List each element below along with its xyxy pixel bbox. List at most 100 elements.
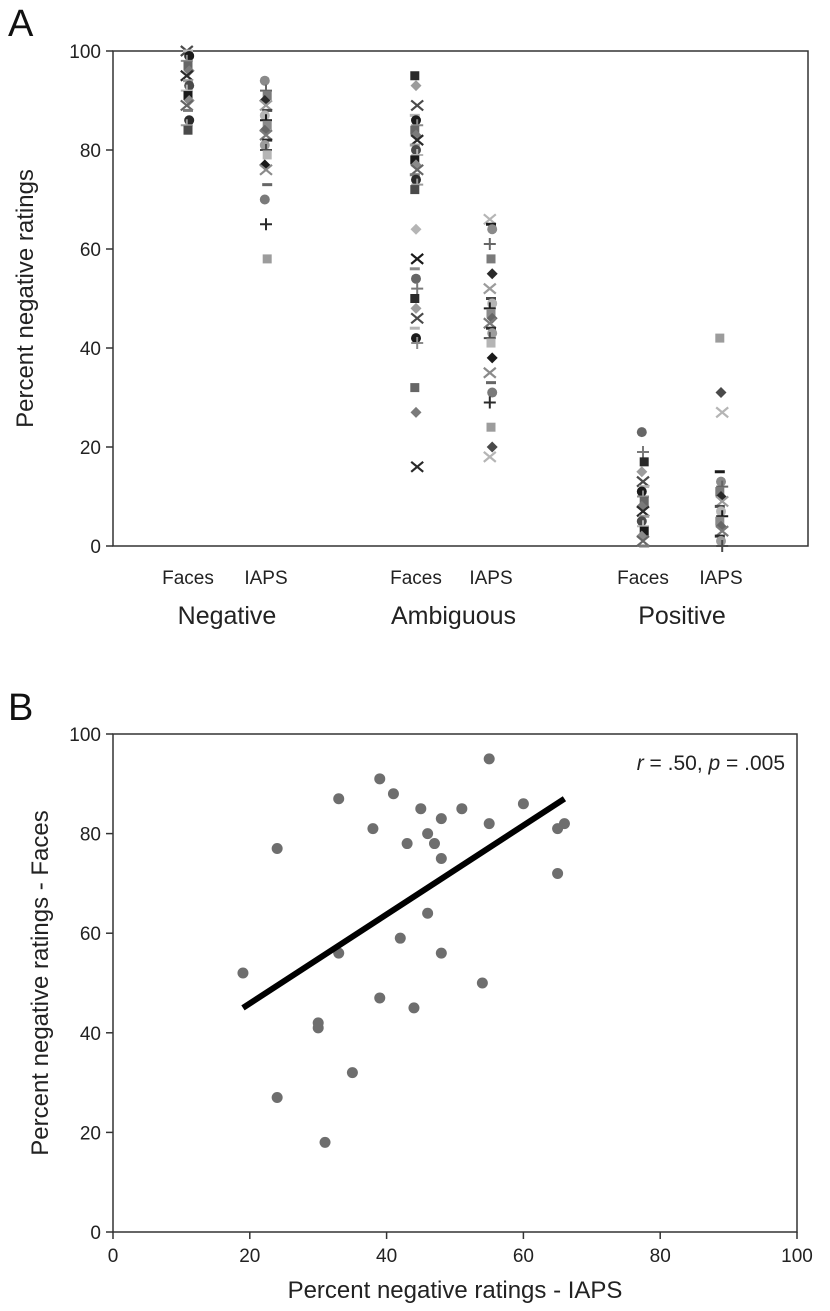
panel-a-data-point <box>487 224 498 235</box>
panel-b-y-axis-title: Percent negative ratings - Faces <box>27 810 54 1156</box>
panel-a-data-point <box>183 125 193 135</box>
panel-a-y-tick-label: 100 <box>69 42 101 63</box>
panel-a-data-point <box>410 223 422 235</box>
panel-a-data-point <box>410 134 424 146</box>
panel-b-y-tick-label: 0 <box>90 1223 101 1244</box>
panel-a-data-point <box>184 80 195 91</box>
panel-b-data-point <box>435 853 447 864</box>
panel-a-data-point <box>636 505 650 518</box>
panel-b-data-point <box>517 798 529 810</box>
panel-b-data-point <box>237 967 249 979</box>
panel-a-data-point <box>410 253 424 265</box>
panel-a-data-point <box>715 387 727 399</box>
panel-a-condition-label: IAPS <box>699 568 742 589</box>
panel-a-data-point <box>486 308 496 318</box>
panel-b-x-tick-label: 80 <box>650 1246 671 1267</box>
panel-a-data-point <box>180 99 194 112</box>
panel-a-data-point <box>259 99 273 112</box>
panel-a-data-point <box>411 337 424 350</box>
panel-a-data-point <box>409 173 420 177</box>
panel-a-data-point <box>410 99 424 112</box>
panel-a-data-point <box>411 115 421 126</box>
panel-b-y-tick-label: 60 <box>80 924 101 945</box>
panel-a-data-point <box>716 540 729 552</box>
panel-a-data-point <box>262 120 272 130</box>
panel-a-condition-label: Faces <box>617 568 669 589</box>
p-value: = .005 <box>720 752 785 775</box>
panel-a-data-point <box>487 298 498 309</box>
panel-a-column <box>259 75 273 264</box>
panel-a-data-marks <box>180 45 729 552</box>
panel-b-x-axis-title: Percent negative ratings - IAPS <box>288 1277 623 1304</box>
panel-a-data-point <box>636 466 648 478</box>
panel-a-label: A <box>8 3 34 45</box>
panel-b-data-point <box>483 753 495 765</box>
panel-b-data-point <box>333 793 345 805</box>
panel-b-data-point <box>558 818 570 830</box>
panel-a-data-point <box>715 333 725 343</box>
panel-a-data-point <box>715 487 725 497</box>
panel-a-plot-frame <box>112 50 809 547</box>
panel-b-x-tick-label: 60 <box>513 1246 534 1267</box>
panel-a-data-point <box>486 222 496 226</box>
panel-a-condition-label: IAPS <box>244 568 287 589</box>
panel-a-data-point <box>183 95 195 106</box>
panel-a-data-point <box>184 50 195 61</box>
panel-a-data-point <box>409 267 420 271</box>
panel-b: B 0 20 40 60 80 100 0 20 40 60 80 100 Percent nega… <box>8 687 813 1304</box>
panel-b-data-point <box>422 828 434 840</box>
panel-b-data-point <box>552 867 564 879</box>
panel-a-data-point <box>486 381 496 385</box>
panel-a-group-label: Negative <box>178 602 277 630</box>
panel-a-data-point <box>183 108 193 112</box>
panel-b-correlation-annotation: r = .50, p = .005 <box>637 752 785 775</box>
panel-a-data-point <box>183 91 193 101</box>
panel-b-y-tick-label: 100 <box>69 725 101 746</box>
panel-a-data-point <box>486 254 496 264</box>
panel-a-group-label: Ambiguous <box>391 602 516 630</box>
panel-b-data-point <box>422 907 434 919</box>
panel-a-data-point <box>715 516 725 526</box>
p-symbol: p <box>708 752 721 775</box>
panel-a-data-point <box>259 163 273 176</box>
panel-a-data-point <box>483 451 497 463</box>
panel-a-data-point <box>410 383 420 393</box>
panel-a-data-point <box>262 183 273 187</box>
panel-b-data-point <box>271 843 283 855</box>
panel-a-data-point <box>716 536 726 547</box>
panel-b-data-point <box>435 813 447 825</box>
panel-a-data-point <box>636 475 650 488</box>
panel-a-data-point <box>483 396 496 409</box>
panel-a-data-point <box>411 174 421 185</box>
panel-a-data-point <box>487 328 498 339</box>
panel-a-data-point <box>411 333 421 344</box>
panel-b-x-ticks: 0 20 40 60 80 100 <box>108 1232 813 1267</box>
panel-b-data-point <box>456 803 468 815</box>
panel-b-data-point <box>367 823 379 835</box>
panel-a-data-point <box>716 476 726 487</box>
panel-a-data-point <box>486 268 498 280</box>
panel-b-x-tick-label: 40 <box>376 1246 397 1267</box>
panel-a-data-point <box>410 71 420 81</box>
panel-b-data-point <box>476 977 488 989</box>
panel-b-data-point <box>428 838 440 850</box>
panel-b-y-ticks: 0 20 40 60 80 100 <box>69 725 113 1244</box>
panel-b-x-tick-label: 100 <box>781 1246 813 1267</box>
panel-a-data-point <box>487 387 498 398</box>
panel-a-data-point <box>714 470 725 474</box>
panel-a-data-point <box>409 143 420 147</box>
panel-a-data-point <box>483 213 497 226</box>
panel-a-data-point <box>410 302 422 314</box>
panel-b-data-point <box>483 818 495 830</box>
panel-a-y-tick-label: 80 <box>80 141 101 162</box>
panel-a-data-point <box>409 113 420 117</box>
panel-a-data-point <box>636 427 647 438</box>
panel-a-data-point <box>486 297 496 300</box>
panel-a-y-ticks: 0 20 40 60 80 100 <box>69 42 113 558</box>
panel-a-data-point <box>259 129 273 141</box>
panel-a-column <box>180 45 195 135</box>
panel-a-data-point <box>183 79 193 83</box>
r-symbol: r <box>637 752 645 775</box>
